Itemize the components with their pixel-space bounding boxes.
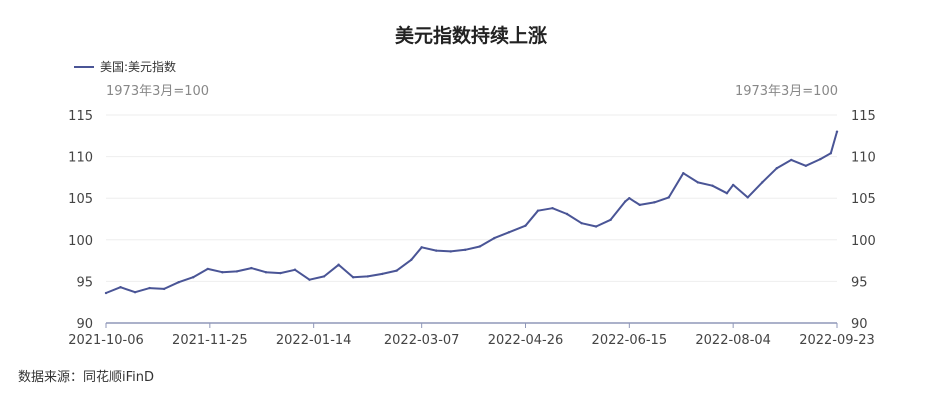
data-point-7 [206,267,209,271]
y-tick-left-115: 115 [68,109,93,124]
right-axis-unit: 1973年3月=100 [734,84,838,99]
data-point-49 [790,158,793,162]
data-point-17 [351,276,355,279]
data-point-20 [395,269,398,272]
x-tick-label-2: 2022-01-14 [276,333,352,348]
data-point-42 [696,181,700,184]
data-point-39 [653,201,656,204]
data-point-0 [104,291,108,295]
y-tick-left-100: 100 [68,234,93,249]
data-point-6 [192,276,195,279]
data-point-13 [293,268,297,271]
data-point-35 [609,218,612,222]
data-point-10 [250,266,253,270]
x-tick-label-3: 2022-03-07 [384,333,460,348]
y-tick-left-110: 110 [68,151,93,166]
y-tick-left-105: 105 [68,192,93,207]
axes: 90 90 95 95 100 100 105 105 110 110 115 115 2021-10-… [68,109,876,348]
data-source: 数据来源：同花顺iFinD [18,370,155,385]
x-tick-label-0: 2021-10-06 [68,333,144,348]
data-point-41 [682,172,685,175]
data-point-14 [308,278,311,281]
data-point-46 [746,196,749,199]
data-point-28 [507,231,511,234]
series-line-0 [105,131,838,294]
data-point-47 [761,181,764,184]
data-point-22 [420,246,423,249]
left-axis-unit: 1973年3月=100 [106,84,210,99]
legend[interactable]: 美国:美元指数 [74,58,176,75]
data-point-50 [804,164,808,167]
y-tick-right-115: 115 [851,109,876,124]
data-point-38 [638,203,641,207]
data-point-2 [133,291,137,294]
y-tick-right-110: 110 [851,151,876,166]
data-point-37 [628,197,631,200]
data-point-8 [221,271,224,274]
legend-label: 美国:美元指数 [100,60,177,74]
data-point-40 [667,196,670,199]
data-point-15 [322,275,326,278]
data-point-33 [580,221,583,225]
data-point-16 [337,263,340,266]
data-point-29 [524,224,527,227]
data-point-25 [464,248,467,251]
data-point-5 [177,281,180,284]
data-point-48 [775,167,778,170]
data-point-45 [731,183,735,187]
x-tick-label-1: 2021-11-25 [172,333,248,348]
data-point-24 [449,250,452,253]
data-point-1 [119,286,122,289]
data-point-44 [725,192,729,195]
data-point-18 [366,275,369,278]
data-point-52 [829,152,832,155]
y-tick-right-105: 105 [851,192,876,207]
data-point-12 [279,271,282,275]
y-tick-right-90: 90 [851,317,868,332]
grid-lines [106,114,837,282]
data-point-19 [381,272,384,276]
data-point-32 [565,212,569,216]
data-point-51 [819,157,822,161]
data-point-9 [235,270,239,273]
data-point-11 [264,271,268,274]
data-point-21 [410,258,413,261]
y-tick-left-90: 90 [76,317,93,332]
data-point-36 [623,200,627,203]
data-point-3 [148,286,151,290]
y-tick-right-100: 100 [851,234,876,249]
series-layer [104,130,839,295]
x-tick-label-7: 2022-09-23 [799,333,875,348]
data-point-30 [536,209,540,212]
y-tick-left-95: 95 [76,275,93,290]
y-tick-right-95: 95 [851,275,868,290]
data-point-34 [594,225,598,228]
legend-line-swatch [74,65,94,68]
data-point-31 [551,206,554,210]
data-point-4 [162,287,166,291]
data-point-23 [434,249,438,252]
data-point-43 [711,184,714,187]
x-tick-label-6: 2022-08-04 [695,333,771,348]
x-tick-label-5: 2022-06-15 [592,333,668,348]
x-tick-label-4: 2022-04-26 [488,333,564,348]
data-point-53 [835,130,839,133]
data-point-27 [493,236,496,240]
data-point-26 [478,245,482,248]
chart-title: 美元指数持续上涨 [394,25,547,47]
